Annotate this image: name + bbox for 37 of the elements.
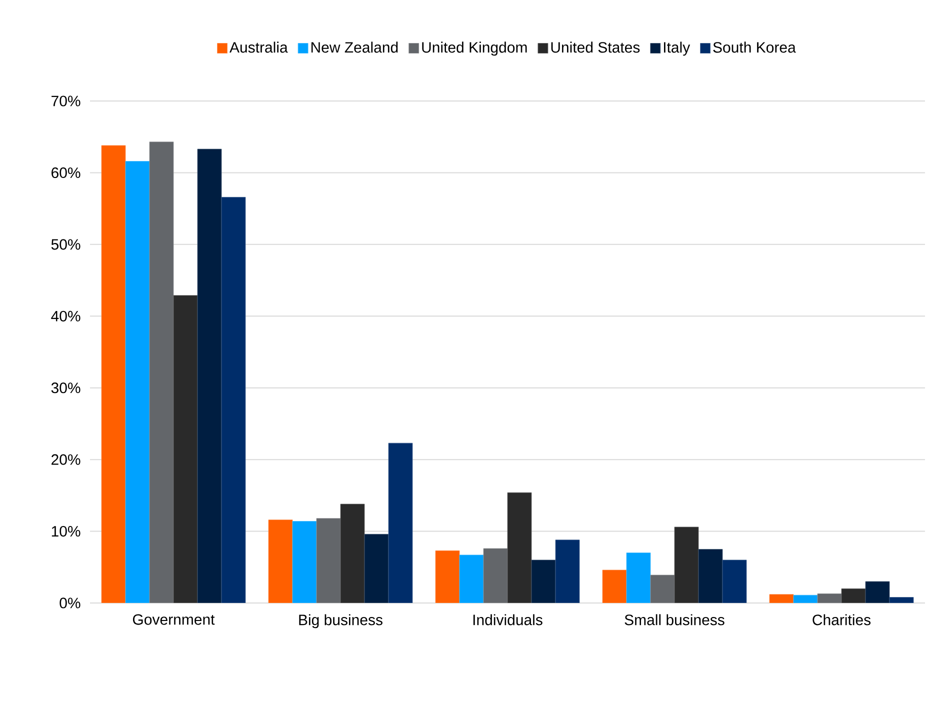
legend-label: Australia [230, 42, 288, 53]
x-tick-label: Small business [624, 614, 724, 626]
bar [364, 534, 389, 604]
bar [626, 552, 651, 604]
x-tick-label: Government [132, 614, 215, 625]
legend-label: South Korea [713, 42, 796, 53]
bar [555, 540, 580, 604]
y-tick-label: 40% [51, 310, 80, 322]
bar [197, 148, 222, 604]
bar [602, 570, 627, 604]
bar [268, 520, 293, 604]
bar [865, 581, 890, 604]
bar [698, 549, 723, 604]
y-tick-label: 30% [51, 382, 80, 394]
y-tick-label: 60% [52, 167, 80, 178]
x-tick-label: Individuals [473, 614, 542, 626]
x-tick-label: Big business [299, 614, 382, 628]
bar [459, 554, 484, 604]
legend-label: United Kingdom [422, 42, 527, 56]
y-tick-label: 10% [52, 526, 80, 537]
bar [221, 196, 246, 604]
y-tick-label: 0% [60, 598, 80, 608]
x-tick-label: Charities [812, 614, 871, 626]
y-tick-label: 70% [52, 96, 80, 106]
legend-label: New Zealand [311, 42, 398, 53]
bar [722, 560, 747, 604]
bar [101, 145, 126, 604]
y-tick-label: 50% [51, 239, 80, 250]
legend-label: United States [551, 42, 640, 53]
bar [292, 521, 317, 604]
y-tick-label: 20% [52, 454, 80, 465]
bar [125, 161, 150, 604]
bar [889, 597, 914, 604]
bar [531, 560, 556, 604]
bar [435, 550, 460, 604]
legend-label: Italy [664, 42, 690, 56]
bar [388, 442, 413, 604]
